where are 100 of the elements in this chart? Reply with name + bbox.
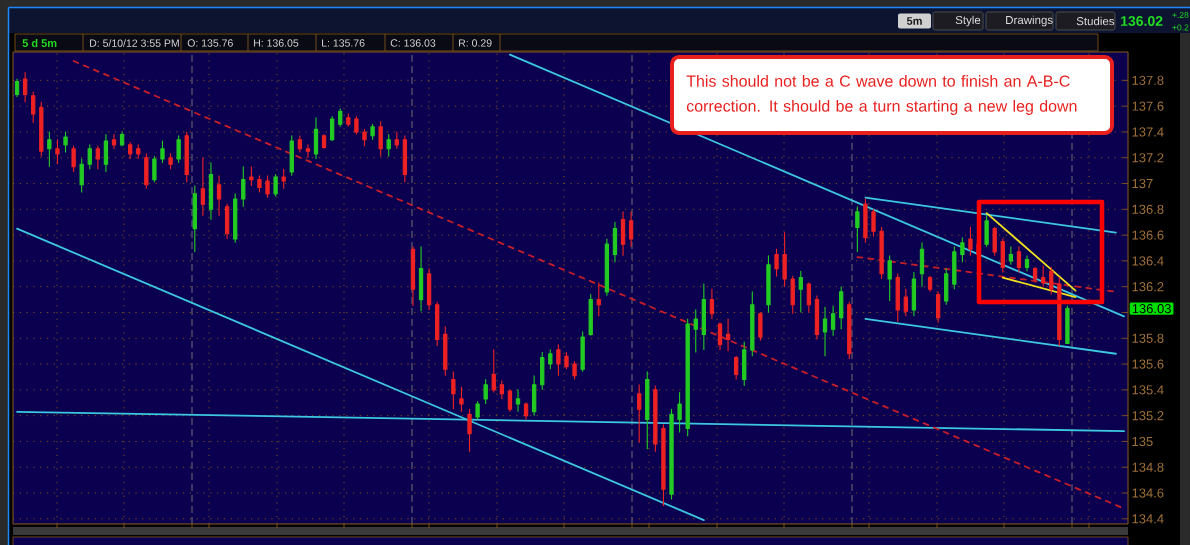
candlestick — [523, 402, 529, 421]
candlestick — [661, 424, 666, 507]
candlestick — [645, 371, 650, 450]
candlestick — [992, 226, 997, 257]
candlestick — [604, 238, 610, 297]
candlestick — [830, 305, 836, 337]
text: Style — [955, 15, 981, 27]
candlestick — [984, 215, 989, 248]
y-tick-label: 135.6 — [1132, 359, 1164, 369]
candlestick — [588, 293, 593, 337]
candlestick — [451, 371, 456, 410]
candlestick — [200, 157, 206, 217]
candlestick — [1057, 277, 1062, 347]
candlestick — [95, 145, 101, 170]
candlestick — [847, 301, 852, 360]
candlestick — [289, 135, 294, 177]
candlestick — [71, 145, 76, 173]
candlestick — [354, 115, 359, 136]
candlestick — [265, 175, 270, 199]
candlestick — [596, 282, 601, 317]
candlestick — [507, 389, 513, 413]
y-tick-label: 134.8 — [1132, 462, 1164, 472]
candlestick — [653, 385, 658, 453]
y-tick-label: 135 — [1132, 436, 1153, 447]
candlestick — [305, 144, 311, 159]
candlestick — [758, 311, 763, 342]
y-tick-label: 137.8 — [1132, 75, 1164, 85]
candlestick — [402, 135, 408, 183]
candlestick — [136, 144, 141, 160]
y-tick-label: 136.8 — [1132, 204, 1164, 214]
candlestick — [257, 175, 262, 194]
candlestick — [1032, 266, 1038, 284]
candlestick — [281, 168, 286, 190]
candlestick — [87, 144, 92, 170]
candlestick — [491, 349, 496, 393]
y-tick-label: 137 — [1132, 178, 1153, 189]
candlestick — [330, 115, 335, 142]
text: D: 5/10/12 3:55 PM — [90, 39, 179, 47]
candlestick — [313, 117, 319, 160]
candlestick — [927, 275, 933, 293]
candlestick — [685, 318, 690, 437]
candlestick — [766, 255, 771, 314]
y-tick-label: 136.4 — [1132, 256, 1164, 266]
candlestick — [249, 166, 254, 187]
candlestick — [725, 318, 731, 352]
annotation: This should not be a C wave down to finish an A-B-C correction. It should be a turn starting a new leg down — [686, 75, 1077, 115]
text: 5m — [906, 17, 922, 25]
text: +.28 — [1172, 11, 1189, 18]
candlestick — [531, 375, 537, 417]
candlestick — [709, 288, 715, 320]
text: 136.03 — [1132, 304, 1171, 314]
candlestick — [168, 153, 173, 170]
candlestick — [144, 153, 149, 190]
candlestick — [903, 288, 908, 317]
candlestick — [241, 166, 246, 208]
candlestick — [790, 275, 795, 315]
candlestick — [839, 286, 844, 330]
candlestick — [273, 173, 278, 197]
text: Studies — [1076, 16, 1115, 26]
candlestick — [1041, 265, 1046, 288]
candlestick — [31, 91, 36, 124]
candlestick — [628, 211, 634, 248]
candlestick — [39, 101, 44, 157]
candlestick — [515, 389, 521, 413]
y-tick-label: 135.4 — [1132, 385, 1164, 395]
candlestick — [669, 408, 674, 501]
candlestick — [208, 162, 214, 221]
candlestick — [55, 139, 60, 165]
text: +0.2 — [1172, 24, 1189, 31]
candlestick — [394, 131, 399, 150]
y-tick-label: 135.2 — [1132, 411, 1164, 421]
candlestick — [79, 158, 84, 194]
candlestick — [798, 270, 803, 314]
candlestick — [386, 133, 391, 157]
candlestick — [968, 226, 973, 257]
candlestick — [855, 206, 860, 253]
text: H: 136.05 — [254, 39, 299, 47]
candlestick — [111, 133, 117, 150]
candlestick — [297, 135, 303, 154]
candlestick — [935, 291, 941, 324]
candlestick — [1000, 238, 1005, 274]
candlestick — [184, 131, 189, 183]
candlestick — [1008, 246, 1014, 266]
candlestick — [47, 131, 52, 168]
candlestick — [22, 72, 28, 103]
text: 136.02 — [1121, 16, 1163, 26]
candlestick — [887, 255, 892, 302]
candlestick — [620, 211, 626, 257]
candlestick — [233, 193, 238, 244]
candlestick — [410, 246, 416, 307]
text: C: 136.03 — [390, 39, 436, 47]
candlestick — [14, 78, 20, 98]
candlestick — [346, 113, 351, 128]
candlestick — [63, 131, 68, 154]
candlestick — [103, 133, 109, 173]
candlestick — [224, 203, 230, 240]
candlestick — [467, 408, 472, 453]
text: O: 135.76 — [187, 39, 233, 47]
candlestick — [475, 400, 480, 421]
candlestick — [321, 133, 327, 150]
